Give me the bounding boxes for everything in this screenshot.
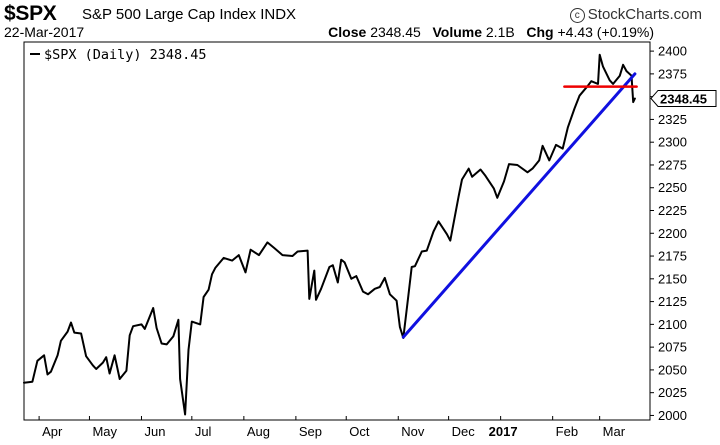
x-tick-label: Apr [42, 424, 63, 439]
y-tick-label: 2025 [658, 385, 687, 400]
last-value-label: 2348.45 [660, 91, 707, 106]
exchange-code: INDX [260, 6, 297, 23]
price-line [23, 53, 636, 416]
y-tick-label: 2250 [658, 180, 687, 195]
x-tick-label: Oct [349, 424, 370, 439]
x-tick-label: Dec [452, 424, 476, 439]
close-value: 2348.45 [370, 24, 421, 40]
x-tick-label: Jul [195, 424, 212, 439]
symbol-description: S&P 500 Large Cap Index INDX [82, 6, 296, 23]
plot-frame [23, 41, 651, 421]
x-tick-label: Mar [603, 424, 626, 439]
y-tick-label: 2000 [658, 408, 687, 423]
y-tick-label: 2100 [658, 317, 687, 332]
y-tick-label: 2050 [658, 362, 687, 377]
legend-label: $SPX (Daily) 2348.45 [44, 47, 207, 63]
y-tick-label: 2275 [658, 157, 687, 172]
close-label: Close [328, 24, 367, 40]
last-value-box [650, 89, 717, 107]
x-tick-label: Nov [401, 424, 425, 439]
index-name: S&P 500 Large Cap Index [82, 6, 257, 23]
volume-label: Volume [432, 24, 482, 40]
last-value-tag: 2348.45 [650, 89, 717, 107]
chart-header-stats: 22-Mar-2017 Close 2348.45 Volume 2.1B Ch… [0, 24, 720, 42]
y-tick-label: 2175 [658, 249, 687, 264]
copyright-icon: c [569, 8, 585, 23]
trend-line [401, 72, 637, 339]
legend: $SPX (Daily) 2348.45 [30, 47, 207, 63]
brand-name: StockCharts.com [587, 6, 702, 23]
x-tick-label: May [92, 424, 117, 439]
brand-link[interactable]: c StockCharts.com [569, 6, 702, 23]
volume-value: 2.1B [485, 24, 515, 40]
symbol-title: $SPX [4, 2, 57, 25]
x-tick-label: Feb [556, 424, 578, 439]
quote-date: 22-Mar-2017 [4, 24, 85, 40]
y-tick-label: 2075 [658, 340, 687, 355]
chart-header-top: $SPX S&P 500 Large Cap Index INDX c Stock… [0, 2, 720, 25]
y-tick-label: 2325 [658, 112, 687, 127]
x-tick-label: Sep [299, 424, 322, 439]
x-tick-label: Aug [247, 424, 270, 439]
quote-stats: Close 2348.45 Volume 2.1B Chg +4.43 (+0.… [328, 24, 654, 40]
y-tick-label: 2300 [658, 135, 687, 150]
chg-label: Chg [526, 24, 554, 40]
y-tick-label: 2400 [658, 44, 687, 59]
y-tick-label: 2150 [658, 271, 687, 286]
y-tick-label: 2200 [658, 226, 687, 241]
x-tick-label: 2017 [489, 424, 518, 439]
x-tick-label: Jun [144, 424, 165, 439]
y-tick-label: 2375 [658, 66, 687, 81]
y-tick-label: 2225 [658, 203, 687, 218]
y-tick-label: 2125 [658, 294, 687, 309]
chg-value: +4.43 (+0.19%) [557, 24, 654, 40]
